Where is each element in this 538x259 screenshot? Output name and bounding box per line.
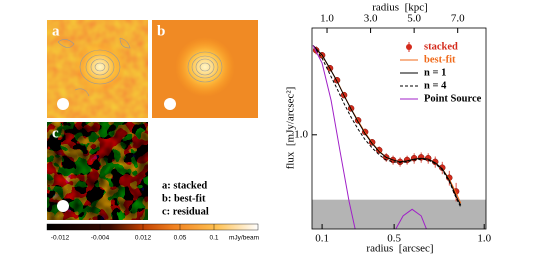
x2-tick-label: 7.0 xyxy=(451,13,465,25)
x2-tick-label: 1.0 xyxy=(320,13,334,25)
panel-a-contours xyxy=(57,37,131,97)
colorbar-tick-label: 0.012 xyxy=(135,235,152,242)
beam xyxy=(57,200,69,212)
series-line xyxy=(312,45,462,208)
colorbar-ticks: -0.012 -0.004 0.012 0.05 0.1 xyxy=(51,224,219,242)
colorbar xyxy=(46,223,259,231)
panel-b-core xyxy=(175,37,235,97)
legend-label: n = 4 xyxy=(424,80,447,91)
legend-label: Point Source xyxy=(424,93,482,104)
x-tick-label: 0.1 xyxy=(315,233,329,245)
panel-caption: c: residual xyxy=(162,206,209,217)
panel-label: a xyxy=(52,23,60,39)
series-line xyxy=(312,45,427,229)
colorbar-tick-label: -0.012 xyxy=(51,235,70,242)
legend-label: stacked xyxy=(424,41,458,52)
legend-marker xyxy=(406,44,412,50)
x2-tick-label: 5.0 xyxy=(407,13,421,25)
panel-caption: b: best-fit xyxy=(162,193,206,204)
panel-a-core xyxy=(74,41,126,93)
colorbar-unit: mJy/beam xyxy=(229,235,259,242)
plot-frame xyxy=(311,27,487,230)
panel-label: b xyxy=(157,23,165,39)
x-tick-label: 1.0 xyxy=(477,233,491,245)
beam xyxy=(164,98,176,110)
chart: radius [kpc] radius [arcsec] flux [mJy/a… xyxy=(285,2,492,255)
plot-area xyxy=(312,45,486,229)
x-axis-title: radius [arcsec] xyxy=(366,243,433,255)
y-tick-label: 1.0 xyxy=(294,128,308,140)
panel-b-contours xyxy=(187,51,223,83)
x2-tick-label: 3.0 xyxy=(364,13,378,25)
legend-label: best-fit xyxy=(424,54,456,65)
image-panels: a b c a: stacked b: best-fit c: residual… xyxy=(46,20,259,242)
x-tick-label: 0.5 xyxy=(387,233,401,245)
colorbar-tick-label: -0.004 xyxy=(91,235,110,242)
series-line xyxy=(312,45,462,206)
beam xyxy=(57,98,69,110)
x2-axis-title: radius [kpc] xyxy=(372,2,428,14)
colorbar-tick-label: 0.05 xyxy=(174,235,187,242)
y-axis-title: flux [mJy/arcsec²] xyxy=(285,87,297,170)
panel-label: c xyxy=(52,125,59,141)
legend-label: n = 1 xyxy=(424,67,446,78)
colorbar-tick-label: 0.1 xyxy=(209,235,218,242)
panel-caption: a: stacked xyxy=(162,180,207,191)
